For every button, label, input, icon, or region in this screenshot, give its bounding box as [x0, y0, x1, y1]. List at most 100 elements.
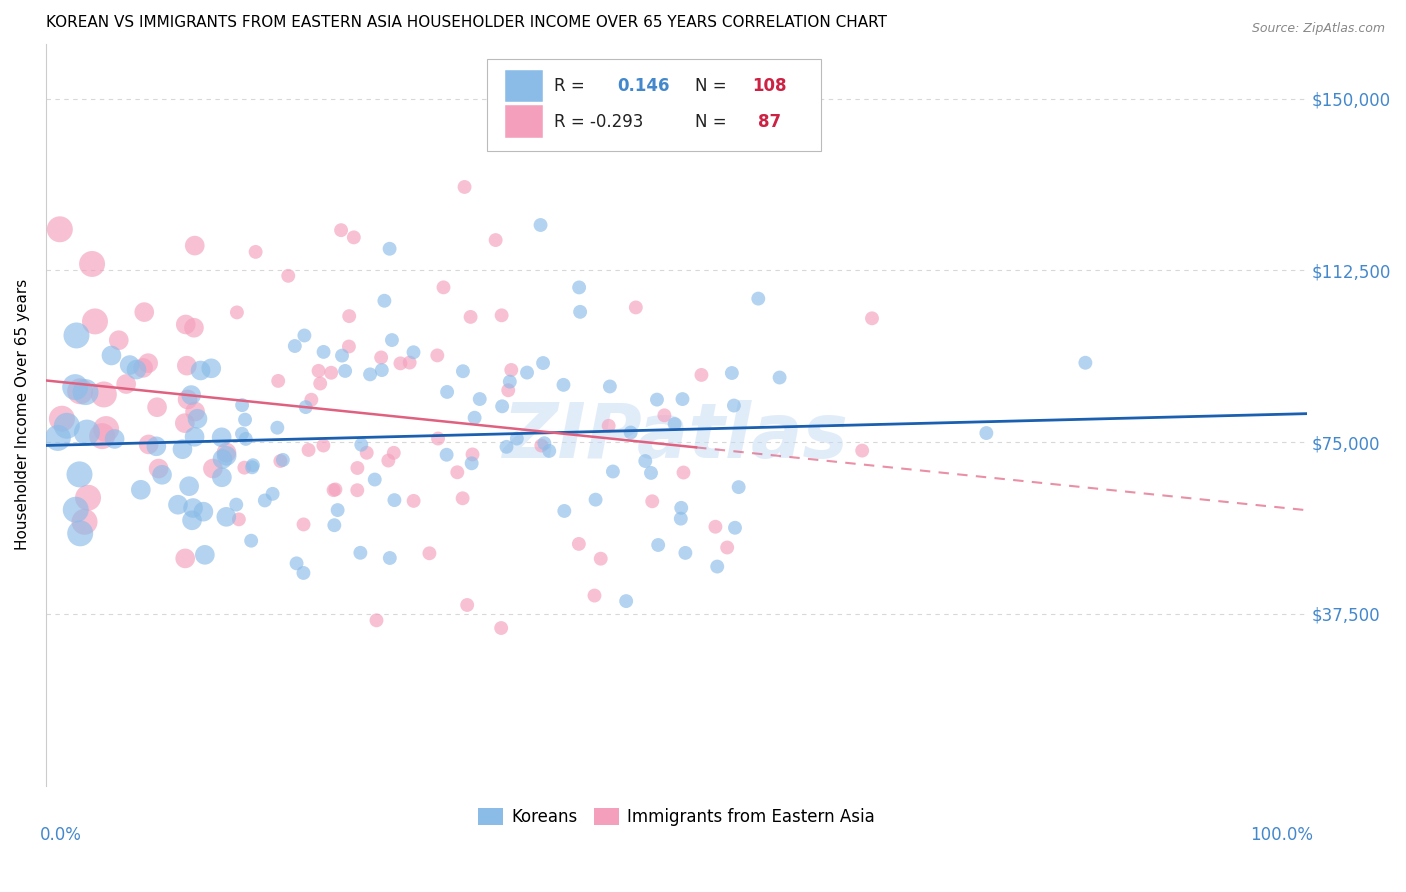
- Point: [553, 504, 575, 518]
- Point: [851, 443, 873, 458]
- Point: [721, 366, 744, 380]
- Point: [292, 517, 315, 532]
- Point: [69, 384, 91, 399]
- Point: [671, 500, 693, 515]
- Point: [530, 438, 553, 452]
- Point: [284, 339, 307, 353]
- Point: [148, 461, 170, 475]
- Point: [240, 533, 263, 548]
- Point: [377, 453, 399, 467]
- Point: [672, 466, 695, 480]
- Point: [173, 416, 195, 430]
- Point: [271, 453, 294, 467]
- Point: [333, 364, 356, 378]
- Point: [93, 387, 115, 401]
- Point: [138, 437, 160, 451]
- Point: [976, 425, 998, 440]
- Point: [231, 426, 253, 441]
- Point: [529, 218, 551, 232]
- Point: [768, 370, 790, 384]
- Point: [294, 400, 316, 414]
- Point: [531, 356, 554, 370]
- Point: [451, 491, 474, 506]
- Text: 87: 87: [758, 112, 782, 130]
- Point: [402, 345, 425, 359]
- Point: [69, 526, 91, 541]
- Point: [51, 411, 73, 425]
- Point: [432, 280, 454, 294]
- Point: [118, 358, 141, 372]
- Point: [129, 483, 152, 497]
- Point: [325, 483, 347, 497]
- Text: 108: 108: [752, 77, 786, 95]
- Point: [585, 492, 607, 507]
- Point: [664, 417, 686, 431]
- Point: [516, 366, 538, 380]
- Point: [690, 368, 713, 382]
- Point: [569, 305, 592, 319]
- Point: [446, 465, 468, 479]
- Point: [253, 493, 276, 508]
- Point: [496, 384, 519, 398]
- Point: [860, 311, 883, 326]
- Point: [292, 566, 315, 580]
- Point: [267, 374, 290, 388]
- Text: Source: ZipAtlas.com: Source: ZipAtlas.com: [1251, 22, 1385, 36]
- Text: ZIPatlas: ZIPatlas: [503, 400, 849, 474]
- Text: N =: N =: [696, 77, 727, 95]
- Point: [436, 384, 458, 399]
- Point: [337, 309, 360, 323]
- Point: [568, 537, 591, 551]
- Point: [343, 230, 366, 244]
- Point: [181, 513, 204, 527]
- Point: [485, 233, 508, 247]
- Point: [233, 412, 256, 426]
- Point: [226, 305, 249, 319]
- Point: [215, 449, 238, 463]
- Point: [186, 411, 208, 425]
- Point: [322, 483, 344, 497]
- Point: [346, 461, 368, 475]
- Point: [389, 356, 412, 370]
- Point: [747, 292, 769, 306]
- Point: [460, 310, 482, 324]
- Point: [436, 448, 458, 462]
- Point: [418, 546, 440, 560]
- Point: [359, 368, 381, 382]
- Point: [266, 420, 288, 434]
- Point: [468, 392, 491, 406]
- Point: [242, 458, 264, 473]
- Point: [634, 454, 657, 468]
- Point: [491, 309, 513, 323]
- Point: [453, 180, 475, 194]
- Point: [80, 257, 103, 271]
- Point: [533, 436, 555, 450]
- Point: [211, 430, 233, 444]
- Point: [63, 380, 86, 394]
- Point: [184, 238, 207, 252]
- Point: [456, 598, 478, 612]
- Point: [125, 362, 148, 376]
- Point: [181, 501, 204, 516]
- Point: [598, 418, 620, 433]
- Point: [370, 351, 392, 365]
- Point: [356, 446, 378, 460]
- Point: [553, 377, 575, 392]
- Point: [323, 518, 346, 533]
- Point: [180, 388, 202, 402]
- Point: [371, 363, 394, 377]
- Text: N =: N =: [696, 112, 727, 130]
- Point: [174, 318, 197, 332]
- Text: 0.146: 0.146: [617, 77, 669, 95]
- Point: [724, 521, 747, 535]
- Point: [366, 613, 388, 627]
- Point: [308, 364, 330, 378]
- Point: [201, 461, 224, 475]
- Point: [330, 349, 353, 363]
- Point: [245, 244, 267, 259]
- Point: [337, 339, 360, 353]
- Point: [640, 466, 662, 480]
- Point: [104, 432, 127, 446]
- Point: [671, 392, 693, 406]
- Point: [321, 366, 343, 380]
